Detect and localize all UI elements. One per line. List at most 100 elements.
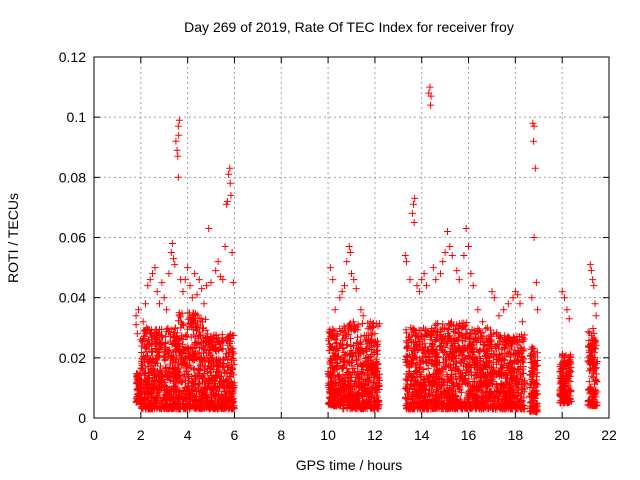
- data-point: [157, 373, 165, 381]
- data-point: [422, 352, 430, 360]
- data-point: [153, 288, 161, 296]
- data-point: [505, 366, 513, 374]
- data-point: [526, 384, 534, 391]
- data-point: [533, 381, 541, 389]
- data-point: [353, 371, 361, 379]
- data-point: [345, 330, 353, 338]
- data-point: [415, 326, 423, 334]
- data-point: [209, 366, 217, 374]
- data-point: [138, 342, 146, 350]
- data-point: [433, 356, 441, 364]
- data-point: [530, 122, 538, 130]
- axis-ticks: [93, 56, 610, 419]
- data-point: [146, 276, 154, 284]
- data-point: [458, 324, 466, 332]
- data-point: [530, 358, 538, 366]
- data-point: [452, 334, 460, 342]
- data-point: [212, 267, 220, 275]
- data-point: [521, 331, 529, 339]
- data-point: [185, 400, 193, 408]
- data-point: [566, 378, 574, 385]
- data-point: [207, 279, 215, 287]
- data-point: [223, 378, 231, 386]
- data-point: [444, 386, 452, 394]
- data-point: [531, 357, 539, 365]
- data-point: [489, 366, 497, 374]
- data-point: [462, 371, 469, 379]
- data-point: [560, 382, 568, 389]
- data-point: [490, 294, 498, 302]
- data-point: [587, 267, 595, 275]
- data-point: [217, 356, 224, 364]
- data-point: [146, 405, 154, 413]
- data-point: [365, 390, 373, 398]
- data-point: [192, 388, 200, 395]
- data-point: [354, 405, 362, 413]
- data-point: [465, 375, 473, 383]
- data-point: [439, 381, 447, 389]
- x-tick-label: 12: [367, 427, 383, 443]
- data-point: [465, 332, 473, 340]
- data-point: [479, 318, 487, 326]
- data-point: [181, 276, 189, 284]
- data-point: [404, 401, 412, 409]
- data-point: [466, 329, 474, 337]
- data-point: [367, 337, 375, 344]
- data-point: [528, 363, 536, 371]
- data-point: [164, 324, 172, 332]
- data-point: [210, 344, 218, 352]
- data-point: [561, 294, 568, 302]
- data-point: [365, 339, 373, 347]
- data-point: [340, 336, 348, 344]
- data-point: [369, 323, 377, 331]
- data-point: [405, 388, 413, 396]
- data-point: [427, 92, 435, 100]
- data-point: [230, 371, 237, 379]
- data-point: [476, 346, 484, 354]
- data-point: [420, 348, 428, 356]
- data-point: [490, 350, 498, 358]
- data-point: [444, 394, 452, 402]
- data-point: [590, 395, 598, 403]
- data-point: [199, 374, 207, 382]
- data-point: [175, 339, 183, 347]
- x-tick-label: 4: [184, 427, 192, 443]
- data-point: [140, 332, 148, 340]
- data-point: [191, 338, 199, 346]
- data-point: [229, 279, 237, 287]
- x-tick-label: 6: [231, 427, 239, 443]
- data-point: [193, 403, 201, 410]
- data-point: [371, 330, 379, 338]
- data-point: [200, 355, 208, 363]
- data-point: [175, 317, 182, 325]
- data-point: [195, 314, 203, 322]
- data-point: [495, 312, 503, 320]
- data-point: [171, 261, 179, 269]
- data-point: [171, 325, 179, 333]
- data-point: [451, 340, 459, 347]
- data-point: [587, 385, 595, 393]
- data-point: [518, 318, 526, 326]
- data-point: [487, 387, 495, 395]
- data-point: [174, 173, 182, 181]
- data-point: [213, 362, 221, 370]
- data-point: [157, 341, 165, 349]
- data-point: [342, 351, 349, 359]
- data-point: [154, 338, 162, 346]
- data-point: [194, 340, 202, 348]
- data-point: [426, 336, 434, 344]
- x-tick-label: 22: [601, 427, 617, 443]
- data-point: [219, 345, 227, 353]
- x-tick-label: 8: [277, 427, 285, 443]
- data-point: [374, 346, 382, 354]
- y-tick-labels: 0 0.02 0.04 0.06 0.08 0.1 0.12: [59, 49, 86, 426]
- data-point: [471, 353, 479, 361]
- data-point: [191, 270, 199, 278]
- data-point: [355, 392, 363, 400]
- data-point: [516, 333, 523, 341]
- data-point: [226, 330, 234, 338]
- data-point: [214, 258, 222, 266]
- data-point: [366, 385, 374, 393]
- data-point: [476, 355, 484, 362]
- data-point: [195, 367, 203, 375]
